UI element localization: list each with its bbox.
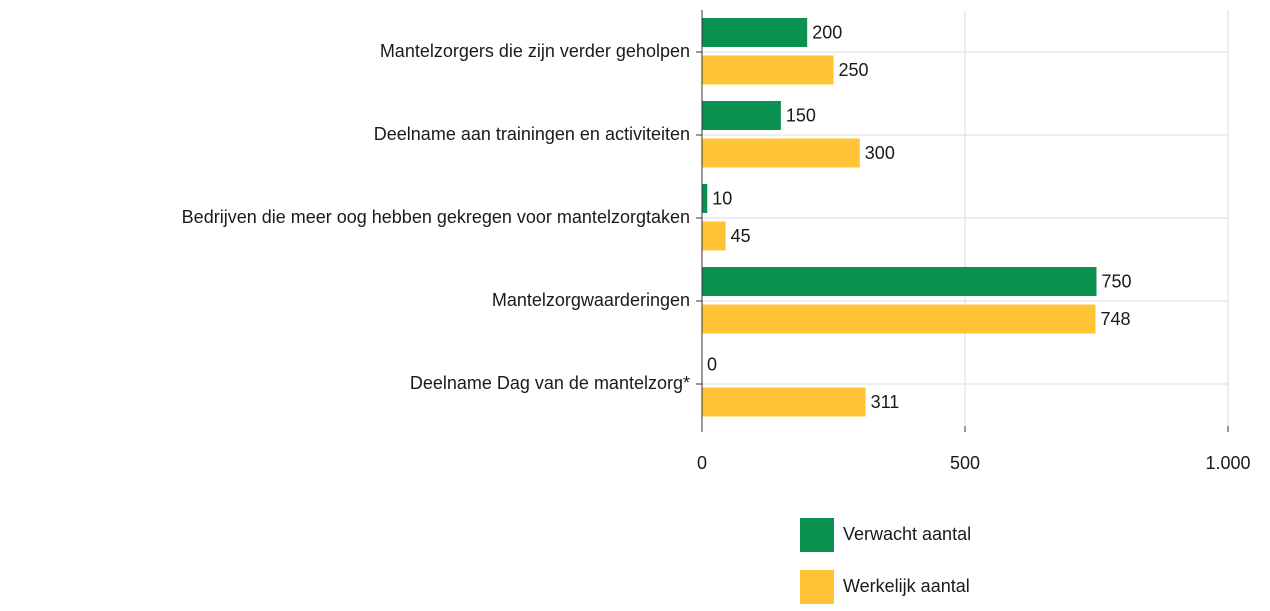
data-label: 300 [865,143,895,163]
y-tick-label: Bedrijven die meer oog hebben gekregen v… [182,207,690,227]
y-tick-label: Deelname aan trainingen en activiteiten [374,124,690,144]
bar [702,221,726,251]
bar [702,101,781,130]
data-label: 311 [871,392,900,412]
y-tick-label: Mantelzorgwaarderingen [492,290,690,310]
bar [702,304,1096,334]
bar [702,55,834,85]
x-tick-label: 0 [697,453,707,473]
data-label: 250 [839,60,869,80]
bar [702,138,860,168]
bar [702,18,808,47]
data-label: 150 [786,105,816,125]
x-tick-label: 1.000 [1205,453,1250,473]
legend-label: Verwacht aantal [843,524,971,544]
legend-swatch [800,518,834,552]
data-label: 45 [731,226,751,246]
bar [702,267,1097,296]
y-tick-label: Mantelzorgers die zijn verder geholpen [380,41,690,61]
x-tick-label: 500 [950,453,980,473]
legend-label: Werkelijk aantal [843,576,970,596]
bar [702,387,866,417]
data-label: 750 [1102,271,1132,291]
data-label: 200 [812,22,842,42]
data-label: 0 [707,354,717,374]
data-label: 748 [1100,309,1130,329]
bar [702,184,708,213]
y-tick-label: Deelname Dag van de mantelzorg* [410,373,690,393]
data-label: 10 [712,188,732,208]
legend-swatch [800,570,834,604]
